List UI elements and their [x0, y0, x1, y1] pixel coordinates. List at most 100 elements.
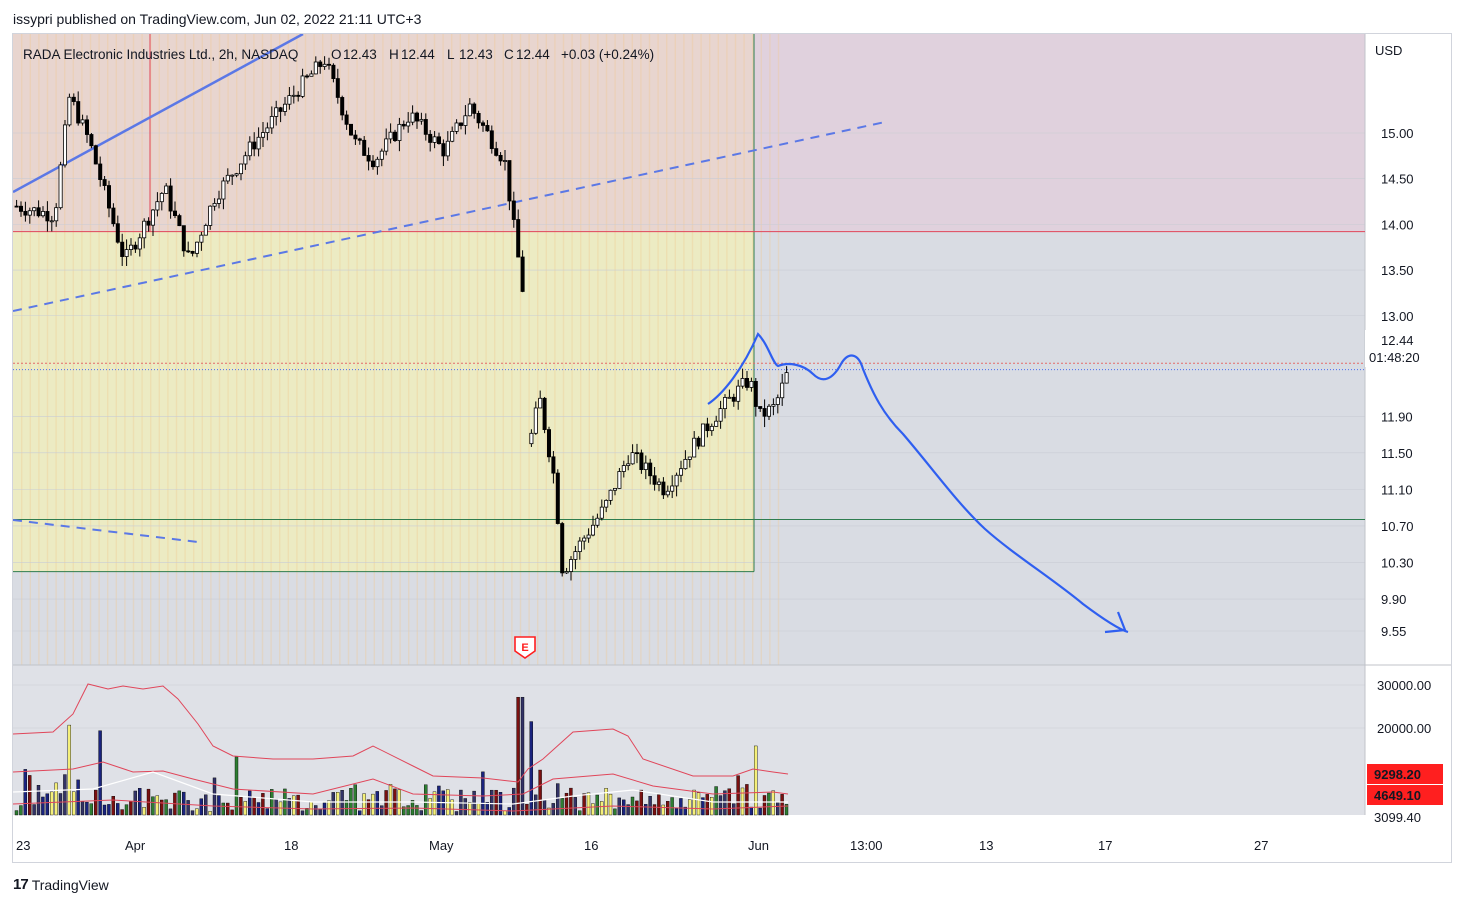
volume-bar: [296, 794, 300, 816]
axis-currency: USD: [1375, 43, 1402, 58]
candle-body: [586, 534, 591, 539]
session-stripe: [279, 34, 281, 814]
volume-bar: [256, 802, 261, 816]
candle-body: [287, 95, 292, 105]
candle-body: [181, 225, 186, 252]
session-stripe: [562, 34, 565, 814]
volume-bar: [380, 805, 384, 816]
candle-body: [230, 174, 235, 177]
volume-bar: [331, 792, 335, 816]
volume-bar: [375, 791, 379, 816]
volume-bar: [168, 808, 173, 816]
candle-body: [362, 139, 367, 156]
candle-body: [256, 136, 261, 150]
volume-bar: [102, 804, 107, 816]
volume-bar: [503, 810, 507, 816]
tradingview-logo[interactable]: 17 TradingView: [13, 876, 109, 893]
volume-badge-bg: [1367, 807, 1443, 827]
candle-body: [595, 517, 600, 526]
volume-bar: [578, 810, 582, 816]
price-tick: 13.50: [1381, 263, 1414, 278]
session-stripe: [184, 34, 186, 814]
volume-bar: [366, 799, 371, 816]
volume-bar: [723, 790, 727, 816]
candle-body: [36, 207, 41, 217]
volume-bar: [696, 792, 701, 816]
candle-body: [265, 127, 270, 133]
candle-body: [436, 136, 441, 145]
session-stripe: [433, 34, 436, 814]
volume-bar: [362, 793, 366, 816]
candle-body: [489, 130, 494, 149]
volume-bar: [674, 807, 679, 816]
candle-body: [511, 200, 516, 220]
price-axis[interactable]: USD 15.00 14.50 14.00 13.50 13.00 11.90 11.50 11…: [1365, 43, 1443, 827]
volume-bar: [177, 790, 182, 816]
volume-badge-bg: [1367, 764, 1443, 784]
candle-body: [419, 119, 424, 122]
volume-bar: [208, 811, 212, 816]
chart-canvas[interactable]: E USD 15.00 14.50 14.00 13.50 13.00 11.90 11.50…: [13, 34, 1451, 862]
session-stripe: [605, 34, 608, 814]
chart-frame[interactable]: E USD 15.00 14.50 14.00 13.50 13.00 11.90 11.50…: [12, 33, 1452, 863]
candle-body: [538, 397, 543, 409]
volume-bar: [27, 775, 32, 816]
volume-bar: [771, 790, 775, 816]
session-stripe: [29, 34, 31, 814]
candle-body: [569, 559, 574, 572]
volume-bar: [230, 809, 234, 816]
volume-bar: [67, 724, 71, 816]
candle-body: [467, 103, 472, 117]
volume-bar: [234, 756, 239, 816]
volume-bar: [111, 796, 116, 816]
candle-body: [54, 207, 59, 222]
candle-body: [621, 465, 626, 472]
candle-body: [63, 124, 68, 166]
volume-bar: [181, 791, 186, 816]
session-stripe: [167, 34, 169, 814]
volume-bar: [710, 797, 714, 816]
session-stripe: [175, 34, 178, 814]
candle-body: [652, 475, 657, 485]
candle-body: [674, 474, 679, 487]
volume-bar: [630, 796, 635, 816]
volume-bar: [564, 792, 569, 816]
session-stripe: [261, 34, 264, 814]
candle-body: [498, 155, 503, 162]
candle-body: [745, 378, 750, 388]
volume-bar: [151, 796, 155, 816]
candle-body: [767, 405, 772, 417]
candle-body: [502, 160, 507, 162]
volume-bar: [468, 802, 472, 816]
candle-body: [348, 123, 353, 136]
volume-bar: [692, 789, 696, 816]
candle-body: [89, 134, 94, 147]
candle-body: [203, 225, 208, 236]
volume-bar: [225, 802, 230, 816]
session-stripe: [218, 34, 221, 814]
candle-body: [85, 119, 90, 135]
candle-body: [278, 107, 283, 112]
candle-body: [731, 396, 736, 402]
candle-body: [124, 249, 129, 257]
time-axis[interactable]: 23 Apr 18 May 16 Jun 13:00 13 17 27: [16, 838, 1268, 853]
candle-body: [14, 205, 19, 208]
volume-bar: [547, 807, 551, 816]
volume-bar: [481, 771, 485, 816]
candle-body: [115, 223, 120, 243]
volume-bar: [261, 793, 265, 816]
tradingview-logo-icon: 17: [13, 876, 29, 893]
candle-body: [529, 432, 534, 445]
volume-bar: [155, 795, 160, 816]
session-stripe: [519, 34, 522, 814]
price-tick: 11.50: [1381, 446, 1413, 461]
candle-body: [186, 250, 191, 253]
volume-bar: [50, 791, 54, 816]
time-tick: 16: [584, 838, 598, 853]
candle-body: [406, 121, 411, 127]
session-stripe: [347, 34, 350, 814]
session-stripe: [81, 34, 83, 814]
volume-bar: [384, 790, 388, 816]
time-tick: May: [429, 838, 454, 853]
volume-bar: [98, 730, 102, 816]
